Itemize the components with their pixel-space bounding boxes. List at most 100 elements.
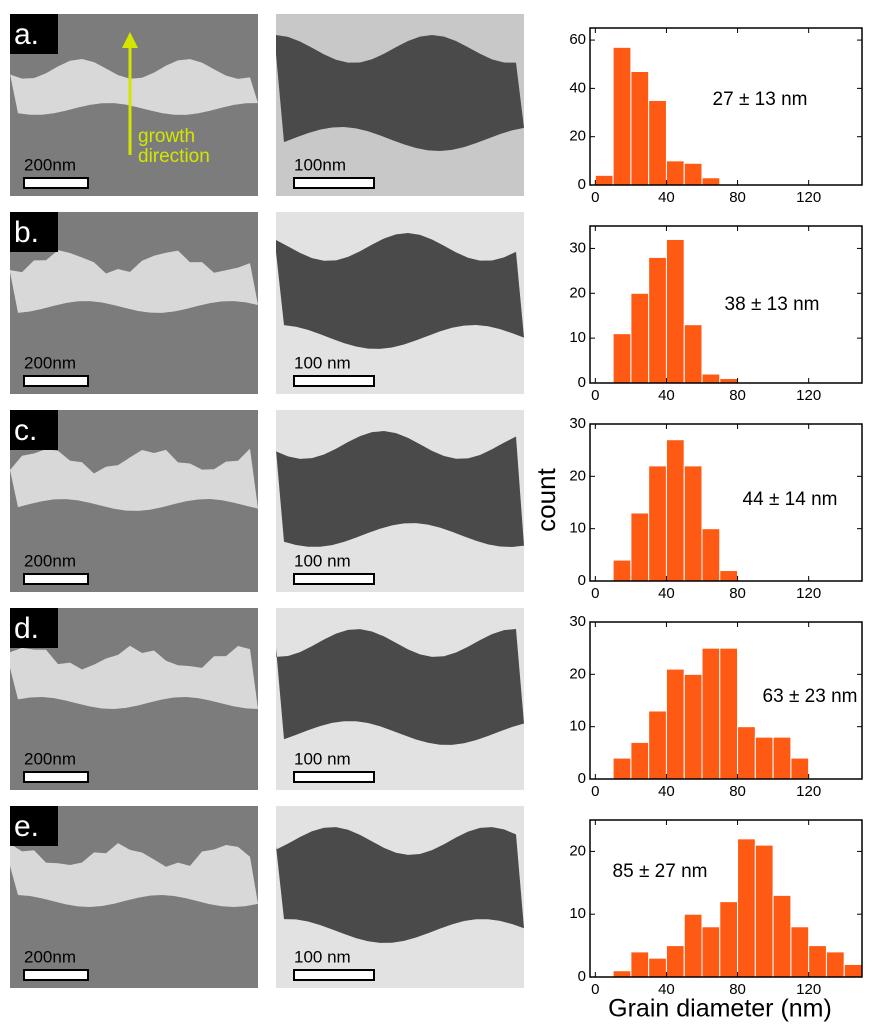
x-tick-label: 120: [796, 189, 821, 206]
bar: [809, 946, 827, 977]
scale-label: 100 nm: [294, 749, 351, 768]
bar: [702, 529, 720, 581]
x-tick-label: 120: [796, 981, 821, 998]
bar: [826, 952, 844, 977]
bar: [666, 239, 684, 383]
bar: [791, 927, 809, 977]
bar: [738, 727, 756, 779]
scale-bar: [294, 376, 374, 386]
bar: [613, 758, 631, 779]
x-tick-label: 120: [796, 585, 821, 602]
scale-bar: [294, 178, 374, 188]
y-tick-label: 20: [569, 842, 586, 859]
x-tick-label: 40: [658, 585, 675, 602]
y-tick-label: 20: [569, 467, 586, 484]
bar: [773, 737, 791, 779]
growth-label: growth: [138, 126, 195, 147]
x-axis-label: Grain diameter (nm): [608, 995, 832, 1023]
scale-label: 200nm: [24, 551, 76, 570]
y-axis-label: count: [531, 467, 561, 531]
bar: [613, 47, 631, 185]
panel-label: a.: [14, 18, 39, 51]
scale-bar: [294, 772, 374, 782]
bar: [755, 845, 773, 977]
bar: [684, 163, 702, 185]
x-tick-label: 40: [658, 189, 675, 206]
scale-bar: [24, 376, 88, 386]
bar: [649, 711, 667, 779]
x-tick-label: 120: [796, 387, 821, 404]
bar: [755, 737, 773, 779]
scale-label: 200nm: [24, 749, 76, 768]
y-tick-label: 10: [569, 520, 586, 537]
x-tick-label: 80: [729, 189, 746, 206]
bar: [631, 71, 649, 185]
bar: [666, 946, 684, 977]
bar: [666, 440, 684, 581]
annotation: 44 ± 14 nm: [743, 489, 838, 510]
y-tick-label: 40: [569, 79, 586, 96]
y-tick-label: 20: [569, 284, 586, 301]
bar: [649, 466, 667, 581]
panel-label: d.: [14, 612, 39, 645]
annotation: 85 ± 27 nm: [613, 861, 708, 882]
y-tick-label: 0: [578, 176, 586, 193]
bar: [631, 293, 649, 383]
bar: [649, 257, 667, 383]
scale-bar: [294, 970, 374, 980]
panel-label: e.: [14, 810, 39, 843]
x-tick-label: 80: [729, 783, 746, 800]
growth-label: direction: [138, 146, 210, 167]
scale-label: 100 nm: [294, 551, 351, 570]
bar: [720, 648, 738, 779]
y-tick-label: 0: [578, 374, 586, 391]
scale-label: 100nm: [294, 155, 346, 174]
bar: [738, 839, 756, 977]
x-tick-label: 80: [729, 585, 746, 602]
x-tick-label: 80: [729, 387, 746, 404]
y-tick-label: 30: [569, 415, 586, 432]
x-tick-label: 0: [591, 981, 599, 998]
x-tick-label: 0: [591, 189, 599, 206]
scale-label: 200nm: [24, 947, 76, 966]
x-tick-label: 0: [591, 783, 599, 800]
bar: [791, 758, 809, 779]
x-tick-label: 40: [658, 387, 675, 404]
x-tick-label: 0: [591, 387, 599, 404]
figure: Grain diameter (nm) count a.200nm100nmb.…: [0, 0, 873, 1030]
scale-bar: [24, 178, 88, 188]
bar: [702, 648, 720, 779]
y-tick-label: 30: [569, 239, 586, 256]
bar: [720, 571, 738, 581]
y-tick-label: 20: [569, 128, 586, 145]
x-tick-label: 40: [658, 783, 675, 800]
bar: [684, 674, 702, 779]
y-tick-label: 10: [569, 329, 586, 346]
bar: [684, 914, 702, 977]
x-tick-label: 120: [796, 783, 821, 800]
x-tick-label: 40: [658, 981, 675, 998]
y-tick-label: 20: [569, 665, 586, 682]
annotation: 63 ± 23 nm: [763, 686, 858, 707]
scale-bar: [294, 574, 374, 584]
bar: [702, 178, 720, 185]
bar: [684, 466, 702, 581]
bar: [649, 958, 667, 977]
bar: [666, 669, 684, 779]
annotation: 27 ± 13 nm: [713, 89, 808, 110]
annotation: 38 ± 13 nm: [725, 294, 820, 315]
bar: [702, 374, 720, 383]
bar: [631, 513, 649, 581]
bar: [773, 895, 791, 977]
bar: [844, 964, 862, 977]
scale-bar: [24, 772, 88, 782]
y-tick-label: 0: [578, 572, 586, 589]
scale-label: 100 nm: [294, 947, 351, 966]
bar: [649, 100, 667, 185]
y-tick-label: 0: [578, 968, 586, 985]
y-tick-label: 10: [569, 718, 586, 735]
bar: [631, 952, 649, 977]
x-tick-label: 0: [591, 585, 599, 602]
x-tick-label: 80: [729, 981, 746, 998]
scale-label: 200nm: [24, 155, 76, 174]
